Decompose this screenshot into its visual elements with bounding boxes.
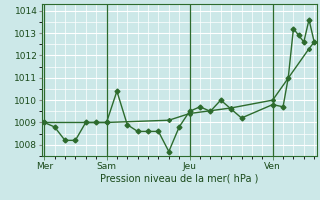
X-axis label: Pression niveau de la mer( hPa ): Pression niveau de la mer( hPa ) [100,173,258,183]
